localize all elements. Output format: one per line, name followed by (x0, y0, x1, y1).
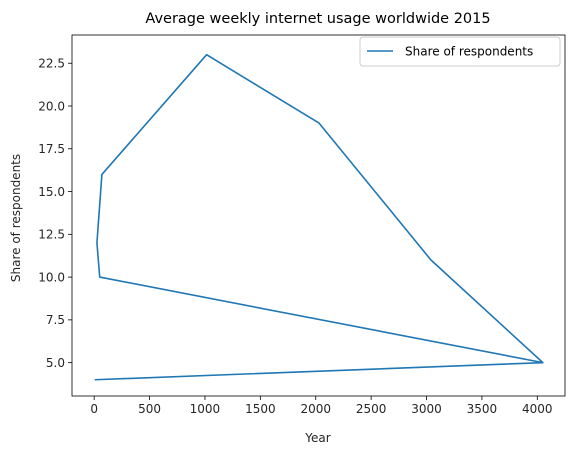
y-tick-label: 5.0 (46, 356, 65, 370)
chart-title: Average weekly internet usage worldwide … (145, 11, 490, 27)
plot-frame (71, 34, 566, 397)
y-tick-label: 15.0 (38, 185, 65, 199)
y-tick-label: 22.5 (38, 57, 65, 71)
x-tick-label: 2500 (356, 402, 387, 416)
y-tick-label: 7.5 (46, 313, 65, 327)
series-line (94, 53, 544, 381)
x-tick-label: 3000 (411, 402, 442, 416)
legend-frame (359, 36, 561, 67)
legend-label: Share of respondents (405, 45, 533, 59)
x-tick-label: 3500 (467, 402, 498, 416)
y-tick-label: 10.0 (38, 270, 65, 284)
x-tick-label: 4000 (522, 402, 553, 416)
y-axis-label: Share of respondents (9, 154, 23, 282)
y-tick-label: 17.5 (38, 142, 65, 156)
plot-area: 0 500 1000 1500 2000 2500 3000 3500 4000 5.0 7.5 10… (38, 34, 566, 416)
x-tick-label: 500 (138, 402, 161, 416)
x-axis-label: Year (304, 431, 330, 445)
legend: Share of respondents (359, 36, 561, 67)
x-tick-label: 0 (90, 402, 98, 416)
x-tick-label: 1000 (190, 402, 221, 416)
y-tick-label: 20.0 (38, 99, 65, 113)
x-tick-label: 1500 (245, 402, 276, 416)
x-tick-label: 2000 (300, 402, 331, 416)
y-tick-label: 12.5 (38, 228, 65, 242)
